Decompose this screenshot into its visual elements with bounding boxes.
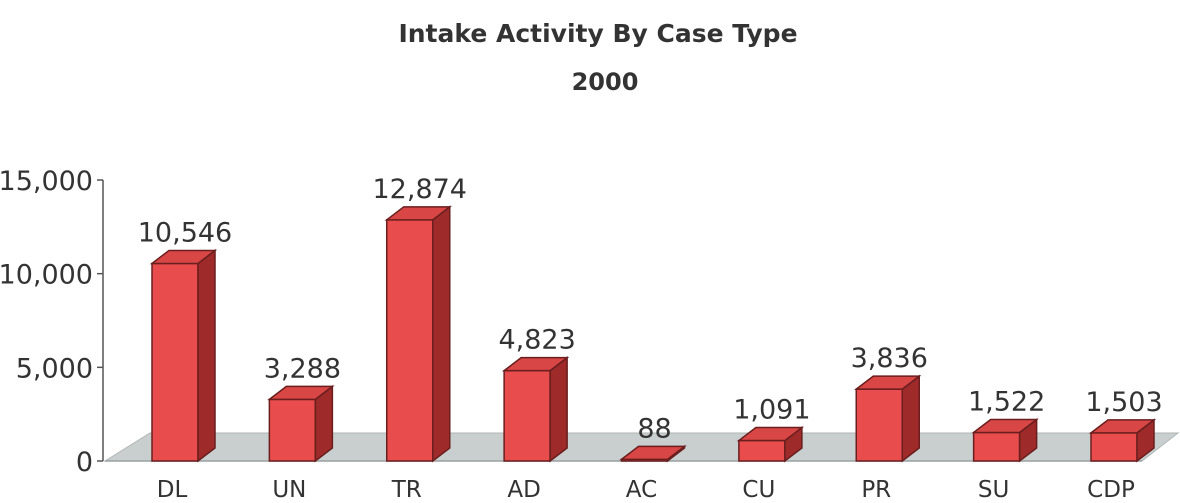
bar-top	[619, 445, 687, 461]
bar	[384, 205, 452, 463]
x-tick-label: AC	[626, 477, 657, 503]
bar	[1088, 418, 1157, 463]
bars	[149, 205, 1157, 463]
chart-subtitle: 2000	[572, 68, 639, 96]
y-tick-label: 10,000	[0, 260, 93, 291]
bar-front	[855, 388, 903, 462]
bar-side	[549, 356, 568, 463]
bar-top	[971, 418, 1039, 434]
y-tick-label: 15,000	[0, 166, 93, 197]
bar-side	[901, 374, 920, 463]
data-label: 10,546	[138, 217, 232, 248]
x-tick-label: SU	[978, 477, 1009, 503]
x-tick-label: TR	[391, 477, 422, 503]
bar-top	[267, 385, 335, 401]
bar-top	[854, 375, 922, 390]
data-label: 1,503	[1085, 387, 1162, 418]
bar-top	[736, 426, 805, 442]
bar	[619, 444, 687, 463]
data-label: 4,823	[498, 325, 575, 356]
bar-front	[738, 439, 786, 462]
x-tick-label: PR	[861, 477, 891, 503]
y-axis: 0 5,000 10,000 15,000	[0, 166, 104, 478]
bar-front	[503, 369, 551, 462]
value-labels: 10,546 3,288 12,874 4,823 88 1,091 3,836 1,522 1…	[138, 174, 1163, 445]
bar	[854, 374, 922, 463]
bar	[149, 248, 218, 463]
bar-top	[501, 356, 570, 372]
y-tick-label: 5,000	[16, 353, 93, 384]
bar-front	[386, 219, 434, 462]
bar-front	[151, 262, 199, 462]
bar-front	[972, 431, 1021, 462]
bar	[971, 417, 1039, 463]
y-tick-label: 0	[76, 447, 93, 478]
bar	[501, 356, 570, 463]
bar-top	[149, 249, 218, 265]
bar-front	[268, 398, 317, 462]
data-label: 12,874	[373, 174, 467, 205]
data-label: 3,836	[851, 343, 928, 374]
bar-side	[197, 248, 216, 463]
x-tick-label: CU	[742, 477, 775, 503]
data-label: 1,091	[733, 395, 810, 426]
bar	[267, 384, 335, 463]
x-tick-label: DL	[157, 477, 188, 503]
x-tick-label: CDP	[1087, 477, 1135, 503]
data-label: 88	[637, 413, 671, 444]
bar-top	[1088, 419, 1157, 434]
x-tick-label: AD	[507, 477, 540, 503]
bar-front	[1090, 432, 1138, 462]
data-label: 3,288	[264, 353, 341, 384]
x-axis-labels: DL UN TR AD AC CU PR SU CDP	[157, 477, 1135, 503]
chart-title: Intake Activity By Case Type	[398, 19, 797, 48]
bar-top	[384, 206, 452, 221]
bar-side	[432, 205, 451, 463]
data-label: 1,522	[968, 386, 1045, 417]
bar	[736, 426, 805, 463]
x-tick-label: UN	[272, 477, 306, 503]
